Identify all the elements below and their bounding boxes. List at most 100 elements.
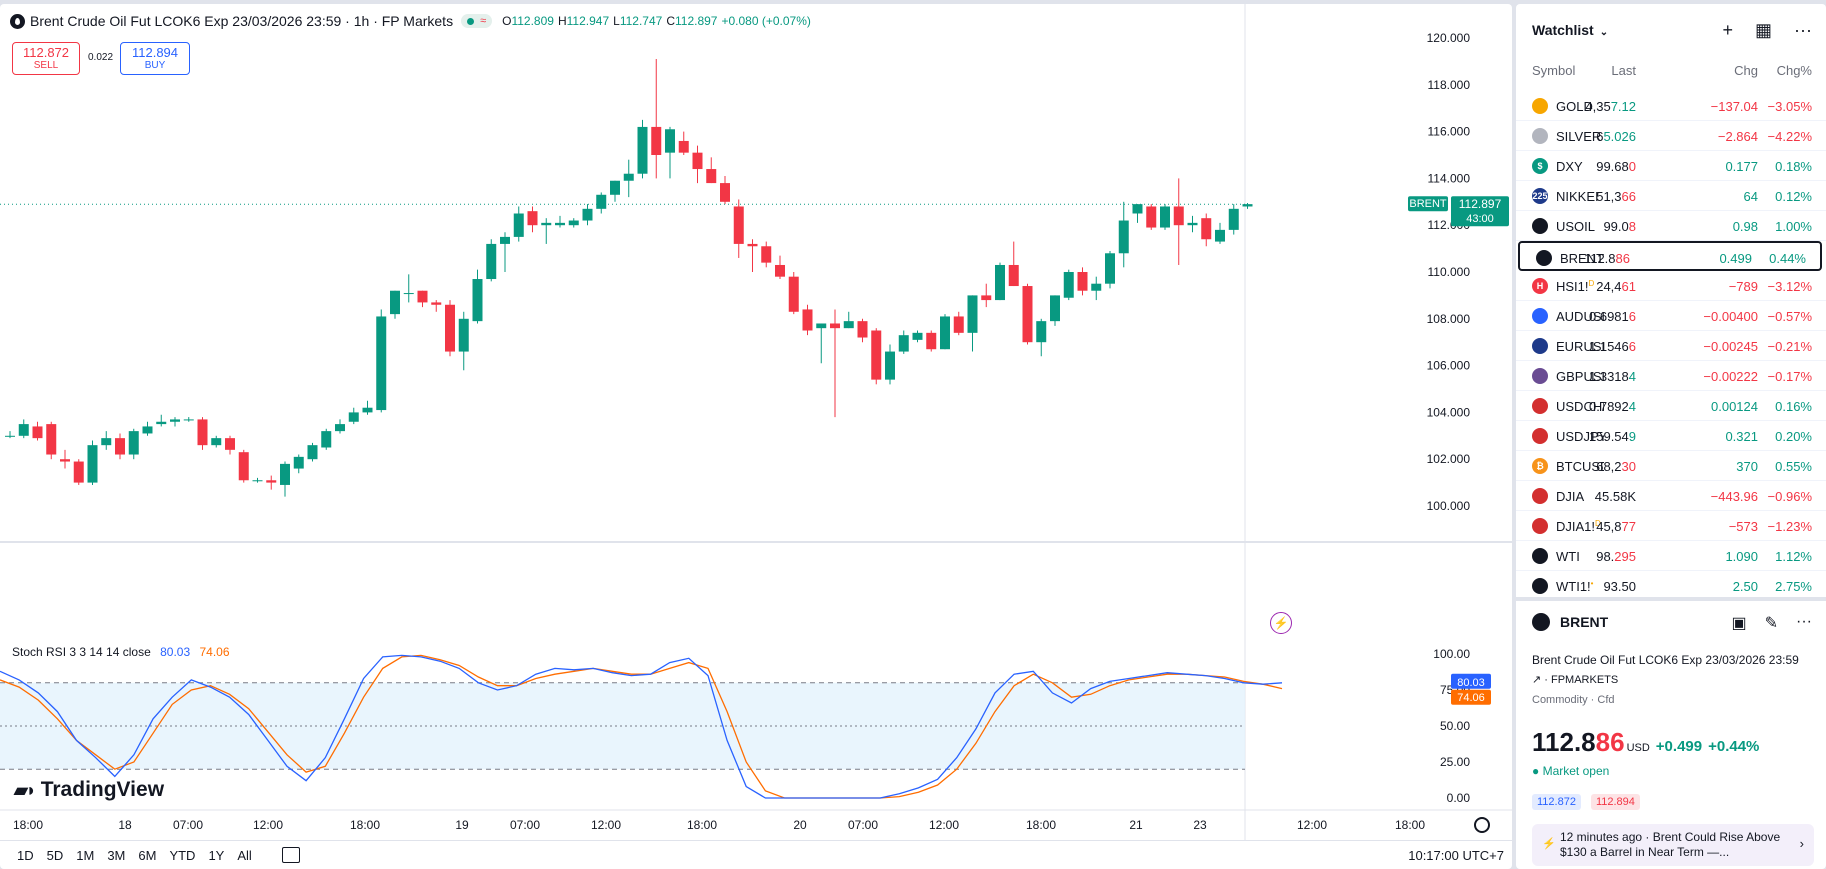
watchlist-row-dxy[interactable]: $ DXY 99.680 0.177 0.18% — [1516, 151, 1826, 181]
edit-icon[interactable]: ✎ — [1764, 615, 1779, 632]
candle-body — [1008, 264, 1019, 287]
last-price-value: 112.897 — [1459, 197, 1502, 211]
watchlist-row-djia[interactable]: DJIA 45.58K −443.96 −0.96% — [1516, 481, 1826, 511]
last-price: 45,877 — [1596, 519, 1636, 534]
candle-body — [73, 461, 84, 483]
stoch-title[interactable]: Stoch RSI 3 3 14 14 close — [12, 645, 151, 659]
range-6m[interactable]: 6M — [138, 847, 157, 863]
flash-icon[interactable]: ⚡ — [1270, 612, 1292, 634]
time-tick-label: 07:00 — [510, 818, 540, 832]
watchlist-row-usdchf[interactable]: USDCHF0.78924 0.00124 0.16% — [1516, 391, 1826, 421]
watchlist-row-eurusd[interactable]: EURUSD1.15466 −0.00245 −0.21% — [1516, 331, 1826, 361]
last-price-main: 99.68 — [1596, 159, 1629, 174]
detail-exchange[interactable]: ↗ · FPMARKETS — [1532, 673, 1618, 686]
watchlist-row-audusd[interactable]: AUDUSD0.69816 −0.00400 −0.57% — [1516, 301, 1826, 331]
calendar-icon[interactable] — [281, 847, 300, 863]
clock[interactable]: 10:17:00 UTC+7 — [1408, 847, 1504, 863]
last-price-tail: 295 — [1614, 549, 1636, 564]
watchlist-row-btcusd[interactable]: ₿ BTCUSD68,230 370 0.55% — [1516, 451, 1826, 481]
symbol-price-label: BRENT — [1409, 198, 1447, 210]
symbol-name: DJIA — [1556, 489, 1604, 504]
tradingview-logo[interactable]: ▰◗ TradingView — [14, 778, 164, 802]
last-price: 99.680 — [1596, 159, 1636, 174]
watchlist-title[interactable]: Watchlist ⌄ — [1532, 22, 1608, 38]
last-price-main: 45,8 — [1596, 519, 1622, 534]
symbol-name: AUDUSD — [1556, 309, 1604, 324]
bid-chip[interactable]: 112.872 — [1532, 794, 1581, 810]
range-all[interactable]: All — [237, 847, 252, 863]
candle-body — [321, 431, 332, 448]
col-symbol[interactable]: Symbol — [1532, 62, 1576, 78]
chart-legend: Brent Crude Oil Fut LCOK6 Exp 23/03/2026… — [10, 13, 811, 29]
buy-button[interactable]: 112.894 BUY — [120, 42, 190, 75]
symbol-logo-icon — [1532, 398, 1548, 414]
candle-body — [1146, 206, 1157, 228]
candle-body — [170, 419, 180, 422]
last-price-tail: 6 — [1628, 339, 1636, 354]
range-1d[interactable]: 1D — [17, 847, 34, 863]
more-icon[interactable]: ··· — [1796, 613, 1812, 630]
add-symbol-icon[interactable]: + — [1722, 20, 1733, 40]
symbol-name: GBPUSD — [1556, 369, 1604, 384]
stoch-tick-label: 100.00 — [1433, 647, 1470, 661]
watchlist-row-djia1[interactable]: DJIA1!D 45,877 −573 −1.23% — [1516, 511, 1826, 541]
last-price-main: 1.3318 — [1589, 369, 1629, 384]
change-pct: −0.57% — [1767, 309, 1812, 324]
sell-button[interactable]: 112.872 SELL — [12, 42, 80, 75]
watchlist-row-usdjpy[interactable]: USDJPY 159.549 0.321 0.20% — [1516, 421, 1826, 451]
range-5d[interactable]: 5D — [46, 847, 64, 863]
last-price-tail: 30 — [1621, 459, 1636, 474]
last-price-tail: 86 — [1615, 251, 1630, 266]
watchlist-row-gold[interactable]: GOLD 4,357.12 −137.04 −3.05% — [1516, 91, 1826, 121]
range-1y[interactable]: 1Y — [208, 847, 225, 863]
symbol-name: WTI1!• — [1556, 579, 1604, 594]
sell-price: 112.872 — [22, 44, 70, 60]
symbol-name: DXY — [1556, 159, 1604, 174]
detail-price-main: 112.8 — [1532, 727, 1596, 757]
candle-body — [596, 194, 607, 209]
detail-name: Brent Crude Oil Fut LCOK6 Exp 23/03/2026… — [1532, 653, 1799, 667]
data-status-badge[interactable]: ≈ — [461, 14, 493, 28]
change: 0.499 — [1719, 251, 1752, 266]
stoch-legend: Stoch RSI 3 3 14 14 close 80.03 74.06 — [12, 645, 230, 659]
chart-title[interactable]: Brent Crude Oil Fut LCOK6 Exp 23/03/2026… — [30, 13, 454, 29]
grid-icon[interactable]: ▣ — [1731, 615, 1747, 632]
range-1m[interactable]: 1M — [76, 847, 95, 863]
time-tick-label: 23 — [1193, 818, 1207, 832]
ask-chip[interactable]: 112.894 — [1590, 794, 1640, 810]
watchlist-row-brent[interactable]: BRENT 112.886 0.499 0.44% — [1518, 241, 1822, 271]
more-icon[interactable]: ··· — [1794, 20, 1812, 40]
watchlist-header: Watchlist ⌄ + ▦ ··· — [1516, 4, 1826, 56]
candle-body — [417, 290, 428, 303]
gear-icon[interactable] — [1474, 817, 1490, 833]
col-last[interactable]: Last — [1611, 62, 1636, 78]
col-chg[interactable]: Chg — [1734, 62, 1758, 78]
watchlist-row-wti[interactable]: WTI 98.295 1.090 1.12% — [1516, 541, 1826, 571]
symbol-name: BRENT — [1560, 251, 1608, 266]
layout-icon[interactable]: ▦ — [1755, 20, 1773, 40]
symbol-text: SILVER — [1556, 129, 1602, 144]
chart-pane[interactable]: 120.000 118.000 116.000 114.000 112.000 110.0… — [0, 4, 1512, 869]
watchlist-row-hsi1[interactable]: H HSI1!D 24,461 −789 −3.12% — [1516, 271, 1826, 301]
candle-body — [898, 335, 909, 352]
watchlist-row-silver[interactable]: SILVER 65.026 −2.864 −4.22% — [1516, 121, 1826, 151]
range-3m[interactable]: 3M — [107, 847, 126, 863]
candle-body — [747, 243, 758, 247]
watchlist-row-nikkei[interactable]: 225 NIKKEI 51,366 64 0.12% — [1516, 181, 1826, 211]
last-price: 68,230 — [1596, 459, 1636, 474]
candle-body — [1036, 321, 1047, 343]
range-ytd[interactable]: YTD — [169, 847, 196, 863]
symbol-logo-icon — [1532, 128, 1548, 144]
change: −2.864 — [1717, 129, 1758, 144]
news-item[interactable]: ⚡ 12 minutes ago · Brent Could Rise Abov… — [1532, 824, 1814, 866]
candle-body — [788, 276, 799, 312]
change: 1.090 — [1725, 549, 1758, 564]
price-chart[interactable]: 120.000118.000116.000114.000112.000110.0… — [0, 4, 1512, 869]
col-chg-pct[interactable]: Chg% — [1776, 62, 1812, 78]
last-price: 99.08 — [1603, 219, 1636, 234]
watchlist-row-gbpusd[interactable]: GBPUSD1.33184 −0.00222 −0.17% — [1516, 361, 1826, 391]
detail-symbol[interactable]: BRENT — [1560, 614, 1609, 630]
change-pct: 2.75% — [1775, 579, 1812, 594]
watchlist-row-usoil[interactable]: USOIL 99.08 0.98 1.00% — [1516, 211, 1826, 241]
candle-body — [1173, 206, 1184, 226]
